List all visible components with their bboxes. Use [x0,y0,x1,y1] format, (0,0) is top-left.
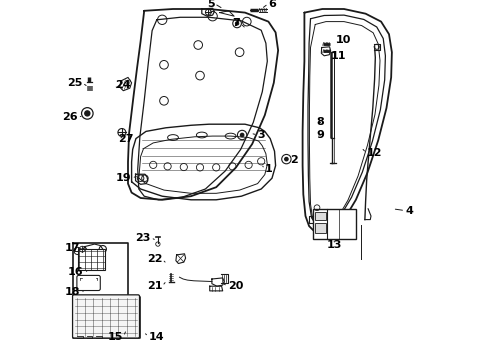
Text: 15: 15 [108,332,123,342]
Circle shape [85,111,90,116]
Text: 11: 11 [330,51,346,61]
Circle shape [285,157,288,161]
Bar [78,249,105,270]
Text: 27: 27 [118,134,134,144]
Text: 20: 20 [228,281,243,291]
Bar [315,212,326,220]
Text: 6: 6 [269,0,276,9]
Text: 12: 12 [367,148,382,158]
Text: 21: 21 [147,281,162,291]
Text: 14: 14 [148,332,164,342]
Text: 17: 17 [65,243,80,253]
FancyBboxPatch shape [73,295,140,338]
Text: 24: 24 [115,80,130,90]
FancyBboxPatch shape [313,209,356,239]
Circle shape [241,133,244,137]
FancyBboxPatch shape [77,275,100,291]
Text: 23: 23 [135,233,151,243]
Text: 9: 9 [316,130,324,140]
Bar [315,223,326,233]
Text: 3: 3 [258,130,265,140]
Text: 16: 16 [68,267,84,277]
Text: 10: 10 [336,35,351,45]
Text: 1: 1 [265,164,272,174]
Text: 5: 5 [207,0,215,9]
Text: 7: 7 [233,18,240,28]
Text: 22: 22 [147,254,162,264]
Text: 13: 13 [327,240,342,250]
Text: 4: 4 [405,206,413,216]
Text: 18: 18 [65,287,80,297]
Text: 26: 26 [62,112,77,122]
Circle shape [236,22,239,25]
Text: 8: 8 [316,117,324,127]
Text: 19: 19 [116,173,132,183]
Text: 2: 2 [290,155,298,165]
Text: 25: 25 [67,78,82,88]
